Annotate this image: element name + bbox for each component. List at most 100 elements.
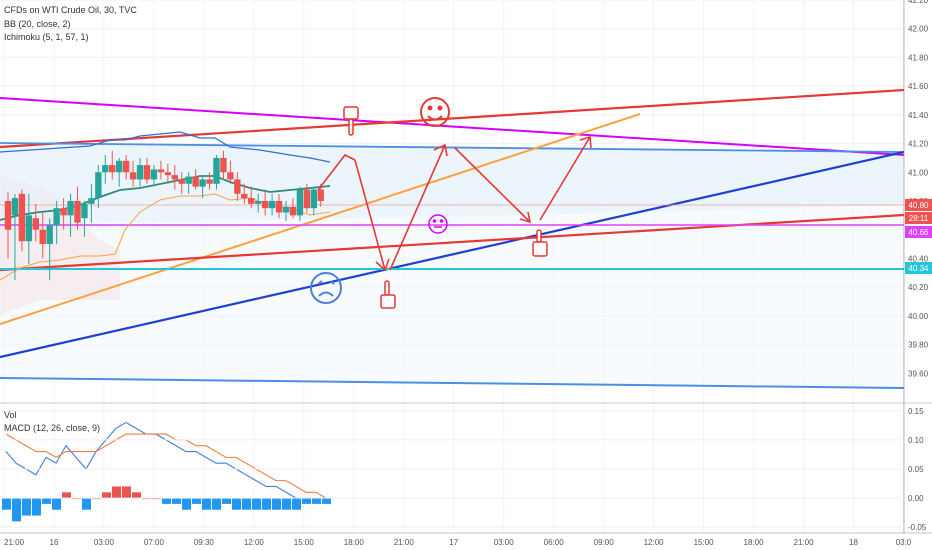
macd-tick-label: 0.10: [908, 436, 924, 445]
candle-body: [32, 218, 39, 230]
candle-body: [310, 189, 317, 209]
macd-histogram-bar: [122, 486, 131, 499]
candle-body: [102, 165, 109, 173]
candle-body: [60, 208, 67, 216]
time-tick-label: 17: [449, 538, 458, 547]
candle-body: [129, 172, 137, 180]
macd-histogram-bar: [252, 498, 261, 510]
price-tag-label: 40.34: [908, 264, 929, 273]
price-tick-label: 41.00: [908, 168, 929, 177]
trend-line-red-upper[interactable]: [0, 88, 905, 149]
price-tick-label: 41.20: [908, 140, 929, 149]
candle-body: [282, 206, 290, 213]
price-tick-label: 39.80: [908, 341, 929, 350]
macd-histogram-bar: [312, 498, 321, 504]
time-axis-ticks: 21:00 16 03:00 07:00 09:30 12:00 15:00 18:00 21:…: [4, 538, 912, 547]
candle-body: [109, 165, 116, 173]
candle-body: [11, 198, 19, 216]
candle-body: [18, 193, 26, 242]
price-tag: [905, 199, 932, 211]
time-tick-label: 15:00: [294, 538, 315, 547]
price-tags: 40.80 28:11 40.66 40.34: [905, 199, 932, 274]
macd-histogram-bar: [232, 498, 241, 510]
candle-body: [241, 193, 248, 199]
price-tag: [905, 212, 932, 224]
price-tick-label: 41.80: [908, 53, 929, 62]
price-tick-label: 40.40: [908, 254, 929, 263]
macd-tick-label: -0.05: [908, 523, 927, 532]
indicator-bb-label[interactable]: BB (20, close, 2): [4, 19, 71, 29]
price-tick-label: 40.00: [908, 312, 929, 321]
candle-body: [116, 160, 123, 173]
trend-line-magenta[interactable]: [0, 97, 905, 156]
time-tick-label: 09:00: [594, 538, 615, 547]
macd-histogram-bar: [192, 498, 201, 504]
candle-body: [268, 201, 276, 209]
candle-body: [88, 198, 95, 204]
macd-histogram-bar: [32, 498, 41, 516]
candle-body: [4, 201, 12, 230]
macd-histogram-bar: [282, 498, 291, 510]
macd-histogram-bar: [112, 486, 121, 499]
price-axis[interactable]: [904, 0, 932, 550]
neutral-face-icon: [428, 214, 448, 234]
macd-histogram-bar: [322, 498, 331, 504]
trend-line-blue[interactable]: [0, 150, 905, 359]
candle-body: [39, 229, 46, 245]
candle-body: [289, 206, 297, 216]
indicator-ichimoku-label[interactable]: Ichimoku (5, 1, 57, 1): [4, 32, 89, 42]
macd-label[interactable]: MACD (12, 26, close, 9): [4, 423, 101, 433]
trend-line-red-lower[interactable]: [0, 213, 905, 272]
macd-histogram-bar: [242, 498, 251, 510]
candle-body: [53, 208, 60, 226]
candle-body: [81, 203, 88, 219]
macd-histogram-bar: [102, 492, 111, 499]
macd-tick-label: 0.05: [908, 465, 924, 474]
candle-body: [199, 179, 206, 187]
candle-body: [157, 169, 165, 173]
price-tag: [905, 226, 932, 238]
candle-body: [296, 189, 304, 216]
time-tick-label: 06:00: [544, 538, 565, 547]
trend-line-lightblue-top[interactable]: [0, 142, 905, 153]
candle-body: [46, 225, 53, 245]
time-tick-label: 18:00: [344, 538, 365, 547]
time-tick-label: 18: [849, 538, 858, 547]
candle-body: [122, 160, 130, 173]
macd-histogram-bar: [22, 498, 31, 516]
time-tick-label: 07:00: [144, 538, 165, 547]
smiley-face-icon: [420, 97, 450, 127]
price-tick-label: 41.40: [908, 111, 929, 120]
candle-body: [303, 189, 311, 209]
trend-line-lightblue-bottom[interactable]: [0, 377, 905, 389]
macd-histogram-bar: [222, 498, 231, 504]
sad-face-icon: [310, 272, 342, 304]
candle-body: [220, 157, 227, 173]
macd-histogram-bar: [302, 498, 311, 504]
macd-histogram-bar: [2, 498, 11, 510]
time-tick-label: 16: [50, 538, 59, 547]
macd-histogram-bar: [12, 498, 21, 522]
candle-body: [143, 165, 151, 180]
time-tick-label: 15:00: [694, 538, 715, 547]
macd-histogram-bar: [132, 492, 141, 499]
time-tick-label: 03:00: [94, 538, 115, 547]
time-tick-label: 21:00: [394, 538, 415, 547]
price-tag: [905, 262, 932, 274]
time-tick-label: 18:00: [744, 538, 765, 547]
price-tick-label: 42.20: [908, 0, 929, 5]
macd-histogram-bar: [82, 498, 91, 510]
signal-line: [5, 433, 327, 499]
candle-body: [227, 172, 234, 180]
candle-body: [206, 179, 213, 184]
price-tag-label: 40.80: [908, 201, 929, 210]
price-tag-label: 40.66: [908, 228, 929, 237]
candle-body: [192, 176, 199, 187]
price-tick-label: 40.20: [908, 283, 929, 292]
trend-line-orange[interactable]: [0, 113, 641, 325]
macd-histogram-bar: [172, 498, 181, 504]
time-tick-label: 03:00: [494, 538, 515, 547]
volume-label[interactable]: Vol: [4, 410, 17, 420]
macd-histogram-bar: [162, 498, 171, 504]
